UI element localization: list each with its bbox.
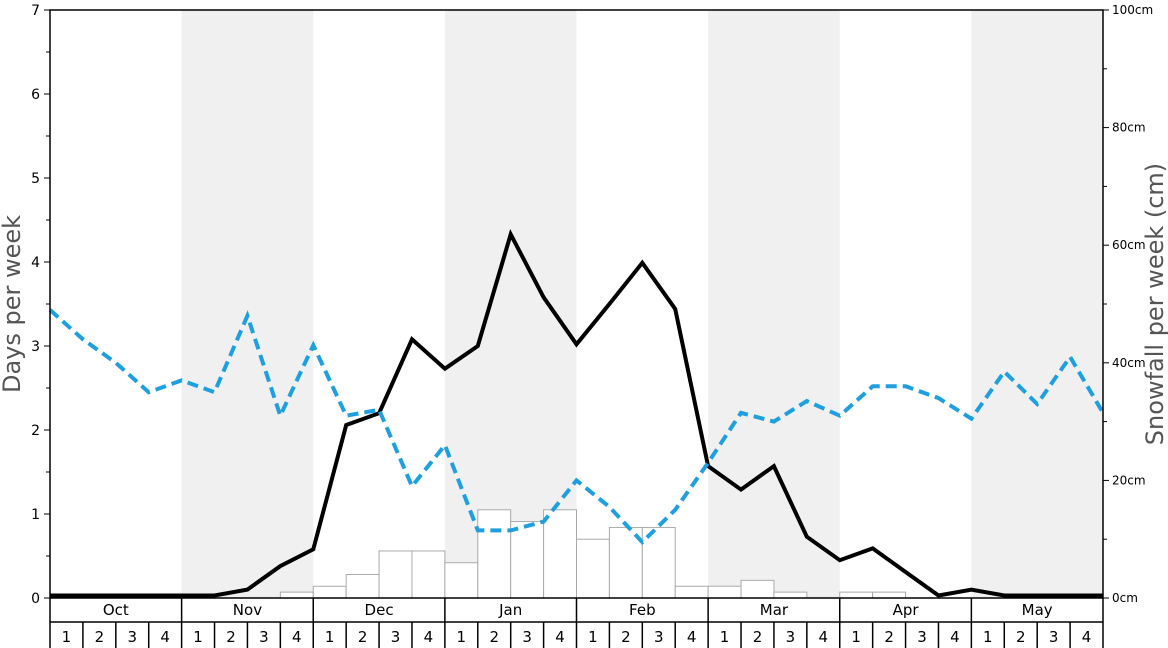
snowfall-bars — [279, 509, 907, 599]
right-tick-label: 40cm — [1112, 356, 1146, 370]
week-axis: 1 2 3 4 1 2 3 4 1 2 3 4 1 2 3 4 1 2 3 4 1 2 3 4 1 2 3 4 1 2 3 4 — [49, 622, 1104, 648]
snowfall-trend-line — [48, 308, 1105, 545]
month-label-jan: Jan — [498, 601, 522, 619]
month-axis: Oct Nov Dec Jan Feb Mar Apr May — [49, 598, 1104, 623]
left-tick-label: 2 — [31, 423, 40, 439]
right-tick-label: 60cm — [1112, 238, 1146, 252]
month-label-oct: Oct — [103, 601, 129, 619]
snowfall-bar — [411, 550, 446, 599]
week-label: 2 — [226, 628, 236, 646]
snowfall-bar — [378, 550, 413, 599]
right-tick-label: 100cm — [1112, 3, 1153, 17]
snowfall-bar — [740, 579, 775, 599]
week-label: 4 — [950, 628, 960, 646]
week-label: 2 — [1016, 628, 1026, 646]
week-label: 4 — [555, 628, 565, 646]
week-label: 3 — [1049, 628, 1059, 646]
left-y-axis: 0 1 2 3 4 5 6 7 — [31, 3, 50, 607]
week-label: 1 — [325, 628, 335, 646]
week-label: 3 — [786, 628, 796, 646]
snowfall-bar — [872, 591, 907, 599]
week-label: 1 — [193, 628, 203, 646]
snowfall-bar — [707, 585, 742, 599]
week-label: 1 — [851, 628, 861, 646]
snowfall-bar — [477, 509, 512, 599]
week-label: 2 — [753, 628, 763, 646]
snowfall-bar — [312, 585, 347, 599]
month-label-mar: Mar — [760, 601, 789, 619]
snowfall-bar — [510, 521, 545, 599]
left-tick-label: 4 — [31, 255, 40, 271]
series-lines — [48, 228, 1105, 598]
snowfall-bar — [345, 573, 380, 599]
snowfall-bar — [674, 585, 709, 599]
week-label: 1 — [983, 628, 993, 646]
snowfall-bar — [641, 526, 676, 599]
week-label: 4 — [819, 628, 829, 646]
snowfall-bar — [608, 526, 643, 599]
month-label-may: May — [1022, 601, 1053, 619]
month-label-apr: Apr — [893, 601, 920, 619]
right-tick-label: 0cm — [1112, 591, 1138, 605]
month-label-feb: Feb — [629, 601, 656, 619]
week-label: 3 — [654, 628, 664, 646]
week-label: 1 — [457, 628, 467, 646]
week-label: 4 — [1082, 628, 1092, 646]
week-label: 2 — [358, 628, 368, 646]
week-label: 4 — [160, 628, 170, 646]
month-band-may — [971, 10, 1103, 598]
left-tick-label: 0 — [31, 591, 40, 607]
week-label: 2 — [95, 628, 105, 646]
left-tick-label: 1 — [31, 507, 40, 523]
left-axis-label: Days per week — [0, 215, 26, 393]
month-band-nov — [181, 10, 314, 598]
right-y-axis: 0cm 20cm 40cm 60cm 80cm 100cm — [1103, 3, 1153, 605]
month-label-nov: Nov — [233, 601, 262, 619]
month-band-mar — [708, 10, 840, 598]
right-tick-label: 20cm — [1112, 473, 1146, 487]
week-label: 1 — [588, 628, 598, 646]
week-label: 2 — [489, 628, 499, 646]
week-label: 3 — [127, 628, 137, 646]
snowfall-bar — [543, 509, 577, 599]
week-label: 2 — [621, 628, 631, 646]
right-tick-label: 80cm — [1112, 121, 1146, 135]
days-per-week-line — [50, 228, 1103, 598]
left-tick-label: 7 — [31, 3, 40, 19]
week-label: 1 — [62, 628, 72, 646]
week-label: 3 — [391, 628, 401, 646]
snowfall-bar — [773, 591, 808, 599]
left-tick-label: 6 — [31, 87, 40, 103]
week-label: 4 — [687, 628, 697, 646]
week-label: 1 — [720, 628, 730, 646]
week-label: 4 — [292, 628, 302, 646]
left-tick-label: 5 — [31, 171, 40, 187]
month-shading-bands — [181, 10, 1103, 598]
snowfall-bar — [576, 538, 610, 599]
week-label: 3 — [522, 628, 532, 646]
week-label: 3 — [259, 628, 269, 646]
week-label: 3 — [917, 628, 927, 646]
left-tick-label: 3 — [31, 339, 40, 355]
right-axis-label: Snowfall per week (cm) — [1141, 163, 1168, 445]
month-label-dec: Dec — [365, 601, 394, 619]
snowfall-bar — [839, 591, 874, 599]
snowfall-bar — [279, 591, 314, 599]
snowfall-bar — [444, 562, 479, 599]
week-label: 2 — [884, 628, 894, 646]
week-label: 4 — [424, 628, 434, 646]
